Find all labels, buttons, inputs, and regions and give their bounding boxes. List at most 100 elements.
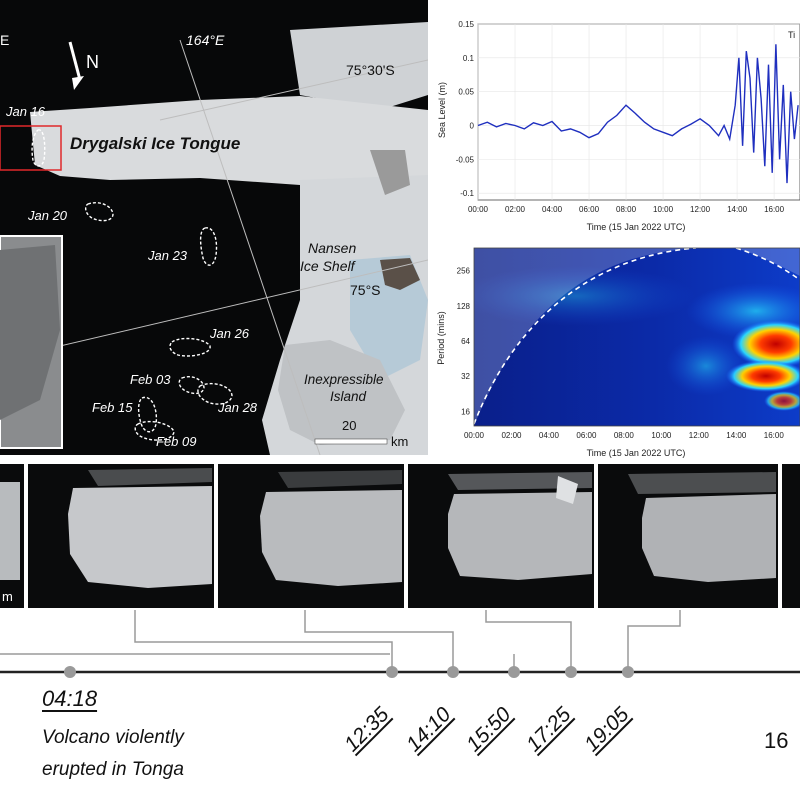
connector-15-50	[485, 610, 572, 672]
sea-level-ytick-label: -0.1	[460, 189, 474, 198]
date-label-feb15: Feb 15	[92, 400, 133, 415]
photo-frame-3	[408, 464, 594, 608]
sea-level-xtick-label: 02:00	[505, 205, 526, 214]
sea-level-series-line	[477, 44, 799, 184]
land-top-right	[290, 22, 428, 110]
sea-level-xtick-label: 08:00	[616, 205, 637, 214]
scale-bar	[314, 438, 388, 445]
photo-frame-4	[598, 464, 778, 608]
wavelet-xtick-label: 08:00	[614, 431, 635, 440]
wavelet-ytick-label: 16	[461, 407, 470, 416]
island-label-line2: Island	[330, 389, 367, 404]
tick-17-25	[565, 666, 577, 678]
wavelet-xlabel: Time (15 Jan 2022 UTC)	[587, 448, 686, 458]
photo-frame-2	[218, 464, 404, 608]
photo-frame-5	[782, 464, 800, 608]
wavelet-xtick-label: 12:00	[689, 431, 710, 440]
wavelet-hotspot-64	[732, 320, 800, 368]
tick-14-10	[447, 666, 459, 678]
eruption-description: Volcano violently erupted in Tonga	[42, 722, 262, 786]
date-label-feb09: Feb 09	[156, 434, 197, 449]
date-label-jan16: Jan 16	[6, 104, 46, 119]
iceberg-feb03-outline	[178, 376, 205, 395]
wavelet-xtick-label: 00:00	[464, 431, 485, 440]
photo-frame-1	[28, 464, 214, 608]
date-label-jan26: Jan 26	[210, 326, 250, 341]
iceberg-jan23-outline	[199, 227, 218, 266]
timeline-graphic	[0, 610, 800, 678]
wavelet-ytick-label: 32	[461, 372, 470, 381]
iceberg-feb15-outline	[137, 396, 158, 433]
rock-patch-2	[370, 150, 410, 195]
date-label-feb03: Feb 03	[130, 372, 171, 387]
sea-level-xtick-label: 12:00	[690, 205, 711, 214]
wavelet-ytick-label: 256	[457, 267, 471, 276]
ice-shelf-blue	[350, 255, 428, 380]
wavelet-ylabel: Period (mins)	[436, 311, 446, 365]
sea-level-xtick-label: 06:00	[579, 205, 600, 214]
chart-title-partial: Ti	[788, 30, 795, 40]
connector-12-35	[134, 610, 393, 672]
sea-level-ytick-label: 0.1	[463, 54, 475, 63]
wavelet-xtick-label: 16:00	[764, 431, 785, 440]
inexpressible-island-land	[278, 340, 405, 445]
wavelet-xtick-label: 02:00	[501, 431, 522, 440]
latitude-75-label: 75°S	[350, 282, 381, 298]
ice-shelf-label-line1: Nansen	[308, 240, 357, 256]
island-label-line1: Inexpressible	[304, 372, 384, 387]
scale-unit-label: km	[391, 434, 409, 449]
north-label: N	[86, 52, 99, 72]
longitude-label: 164°E	[186, 32, 225, 48]
wavelet-ytick-label: 128	[457, 302, 471, 311]
eruption-desc-line1: Volcano violently	[42, 727, 184, 748]
sea-level-ytick-label: 0.05	[458, 88, 474, 97]
ice-tongue-label: Drygalski Ice Tongue	[70, 134, 241, 153]
iceberg-jan26-outline	[169, 337, 211, 357]
highlight-box	[0, 125, 62, 171]
photo-frame-0: m	[0, 464, 24, 608]
edge-e-label: E	[0, 32, 10, 48]
eruption-time: 04:18	[42, 686, 98, 711]
sea-level-chart: 0.15 0.1 0.05 0 -0.05 -0.1 00:00 02:00 04:00 06:…	[437, 20, 800, 232]
map-graphic	[0, 22, 428, 455]
tick-12-35	[386, 666, 398, 678]
tick-19-05	[622, 666, 634, 678]
sea-level-ylabel: Sea Level (m)	[437, 82, 447, 138]
rock-patch	[380, 258, 420, 290]
latitude-75-30-label: 75°30'S	[346, 62, 395, 78]
wavelet-xtick-label: 04:00	[539, 431, 560, 440]
timeline: 04:18 Volcano violently erupted in Tonga…	[0, 610, 800, 800]
sea-level-xtick-label: 00:00	[468, 205, 489, 214]
wavelet-xtick-label: 10:00	[651, 431, 672, 440]
ice-tongue	[30, 96, 428, 185]
date-label-jan28: Jan 28	[218, 400, 258, 415]
date-label-jan20: Jan 20	[28, 208, 68, 223]
sea-level-ytick-label: 0.15	[458, 20, 474, 29]
wavelet-chart: 256 128 64 32 16 00:00 02:00 04:00 06:00 08:00 10…	[436, 247, 800, 458]
date-label-jan23: Jan 23	[148, 248, 188, 263]
photo-strip: m	[0, 462, 800, 610]
cone-of-influence	[474, 248, 697, 425]
wavelet-ytick-label: 64	[461, 337, 470, 346]
ice-shelf-label-line2: Ice Shelf	[300, 258, 355, 274]
sea-level-xtick-label: 10:00	[653, 205, 674, 214]
sea-level-xtick-label: 16:00	[764, 205, 785, 214]
connector-19-05	[627, 610, 681, 672]
tick-15-50	[508, 666, 520, 678]
tick-04-18	[64, 666, 76, 678]
sea-level-ytick-label: 0	[470, 122, 475, 131]
north-arrow-head	[72, 76, 84, 90]
iceberg-jan16-outline	[31, 129, 46, 167]
iceberg-feb09-outline	[134, 420, 175, 441]
iceberg-jan28-outline	[197, 382, 233, 405]
wavelet-xtick-label: 06:00	[576, 431, 597, 440]
scale-value-label: 20	[342, 418, 357, 433]
eruption-desc-line2: erupted in Tonga	[42, 759, 184, 780]
charts-panel: 0.15 0.1 0.05 0 -0.05 -0.1 00:00 02:00 04:00 06:…	[436, 0, 800, 462]
next-date-label: 16	[764, 728, 789, 753]
wavelet-xtick-label: 14:00	[726, 431, 747, 440]
iceberg-jan20-outline	[84, 202, 114, 222]
map-panel: E N 164°E 75°30'S Jan 16 Drygalski Ice T…	[0, 0, 428, 455]
sea-level-ytick-label: -0.05	[456, 155, 475, 164]
photo-scale-tail: m	[2, 589, 13, 604]
